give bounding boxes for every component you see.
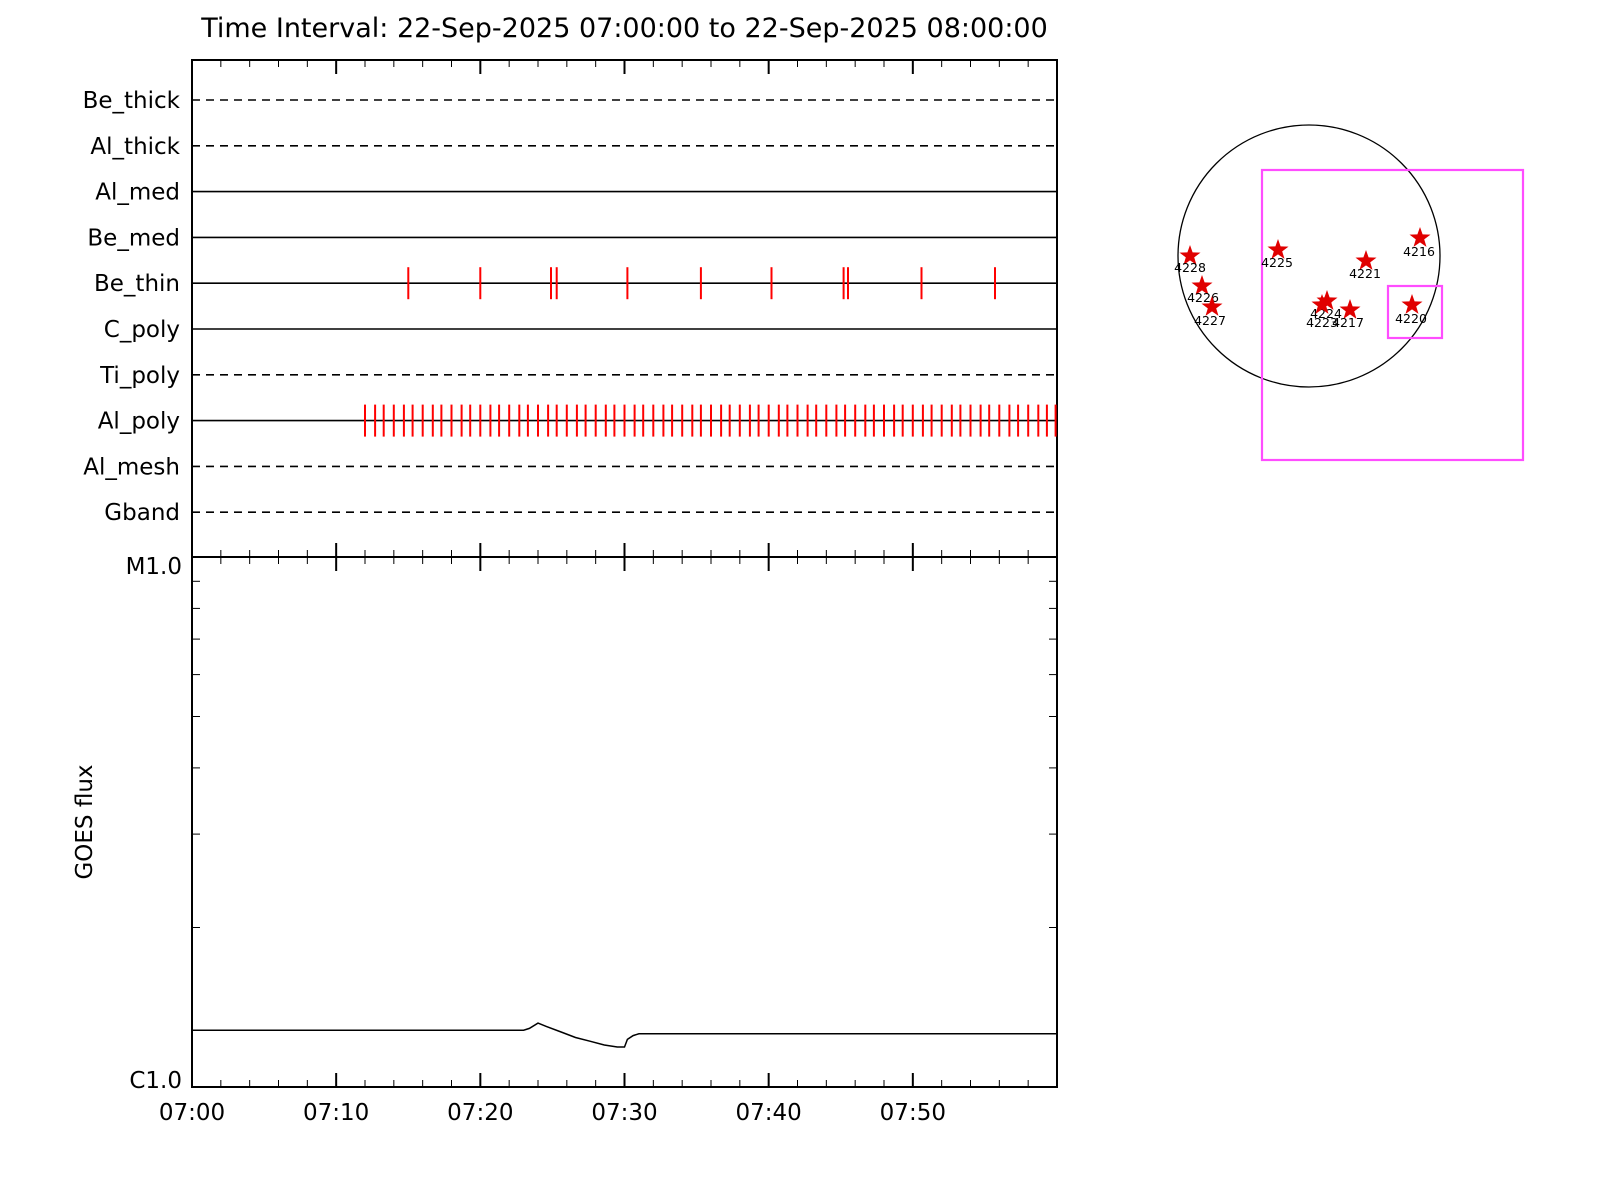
channel-row-Be_thick: Be_thick (83, 88, 1057, 114)
active-region-star-icon (1191, 275, 1213, 295)
solar-limb-circle (1177, 124, 1441, 388)
active-region-4220: 4220 (1395, 294, 1427, 326)
x-tick-label: 07:40 (736, 1100, 802, 1126)
active-region-star-icon (1316, 290, 1338, 310)
active-region-4221: 4221 (1349, 250, 1381, 281)
active-region-star-icon (1409, 227, 1431, 247)
active-region-star-icon (1179, 245, 1201, 265)
active-region-star-icon (1201, 296, 1223, 316)
plot-title: Time Interval: 22-Sep-2025 07:00:00 to 2… (201, 13, 1048, 44)
x-tick-label: 07:00 (159, 1100, 225, 1126)
fov-rect (1260, 168, 1525, 462)
timeline-panel-box (191, 59, 1058, 558)
target-rect (1386, 284, 1444, 340)
channel-row-Al_poly: Al_poly (98, 404, 1057, 437)
active-region-label: 4227 (1194, 313, 1226, 328)
channel-row-Al_med: Al_med (95, 180, 1057, 206)
channel-row-Be_thin: Be_thin (94, 267, 1057, 300)
active-region-4225: 4225 (1261, 239, 1293, 270)
active-region-4216: 4216 (1403, 227, 1435, 259)
y-bottom-label: C1.0 (129, 1068, 182, 1094)
channel-label: Al_med (95, 180, 180, 206)
channel-row-Al_thick: Al_thick (90, 134, 1057, 160)
active-region-4228: 4228 (1174, 245, 1206, 275)
y-top-label: M1.0 (126, 554, 182, 580)
channel-label: C_poly (104, 317, 180, 343)
active-region-label: 4221 (1349, 266, 1381, 281)
active-region-label: 4216 (1403, 244, 1435, 259)
goes-ylabel: GOES flux (72, 764, 98, 879)
channel-label: Ti_poly (99, 363, 180, 389)
active-region-star-icon (1267, 239, 1289, 259)
channel-label: Al_thick (90, 134, 180, 160)
channel-row-C_poly: C_poly (104, 317, 1057, 343)
channel-label: Al_poly (98, 409, 180, 435)
channel-row-Gband: Gband (104, 500, 1057, 526)
active-region-4223: 4223 (1306, 294, 1338, 330)
channel-label: Al_mesh (83, 454, 180, 480)
active-region-4226: 4226 (1187, 275, 1219, 305)
x-tick-label: 07:30 (591, 1100, 657, 1126)
active-region-star-icon (1311, 294, 1333, 314)
channel-label: Gband (104, 500, 180, 526)
active-region-label: 4225 (1261, 255, 1293, 270)
channel-row-Al_mesh: Al_mesh (83, 454, 1057, 480)
goes-panel-box (191, 556, 1058, 1088)
x-tick-label: 07:20 (447, 1100, 513, 1126)
active-region-label: 4228 (1174, 260, 1206, 275)
channel-label: Be_thick (83, 88, 181, 114)
channel-label: Be_thin (94, 271, 180, 297)
active-region-star-icon (1401, 294, 1423, 314)
active-region-label: 4217 (1332, 315, 1364, 330)
active-region-star-icon (1339, 299, 1361, 319)
channel-row-Ti_poly: Ti_poly (99, 363, 1057, 389)
active-region-star-icon (1355, 250, 1377, 270)
channel-label: Be_med (87, 225, 180, 251)
active-region-label: 4223 (1306, 315, 1338, 330)
active-region-label: 4220 (1395, 311, 1427, 326)
goes-flux-line (192, 1022, 1057, 1048)
active-region-4227: 4227 (1194, 296, 1226, 328)
x-tick-label: 07:50 (880, 1100, 946, 1126)
active-region-4217: 4217 (1332, 299, 1364, 330)
channel-row-Be_med: Be_med (87, 225, 1057, 251)
x-tick-label: 07:10 (303, 1100, 369, 1126)
